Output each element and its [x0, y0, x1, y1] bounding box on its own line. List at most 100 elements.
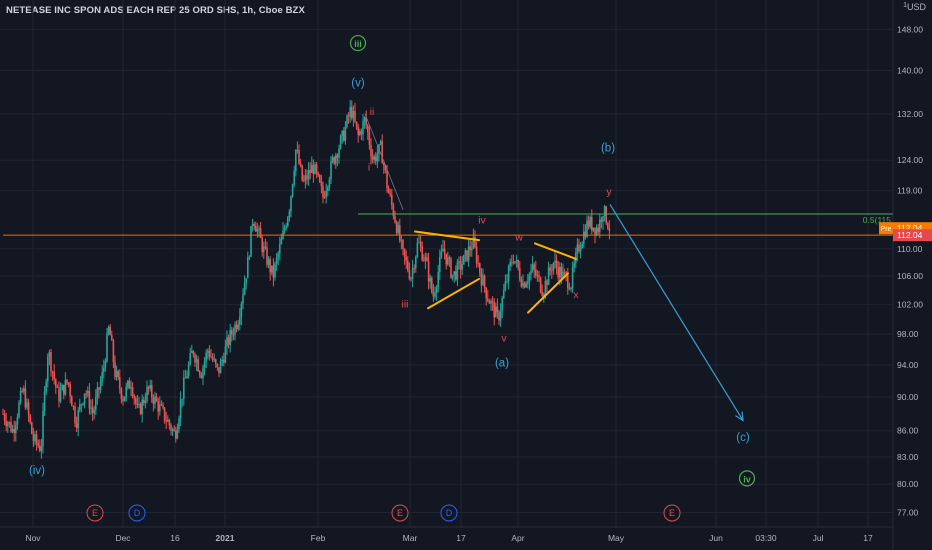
candle-body — [602, 216, 604, 222]
y-tick-label: 132.00 — [897, 109, 923, 119]
candle-body — [311, 165, 313, 173]
candle-body — [429, 277, 431, 282]
candle-body — [303, 180, 305, 182]
candle-body — [218, 367, 220, 374]
candle-body — [147, 386, 150, 389]
candle-body — [533, 264, 535, 270]
candle-body — [304, 175, 307, 181]
candle-body — [32, 433, 35, 442]
candle-body — [7, 423, 9, 427]
candle-body — [573, 263, 575, 268]
candle-body — [472, 236, 475, 249]
candle-body — [354, 111, 356, 122]
candle-body — [67, 382, 70, 385]
candle-body — [306, 175, 308, 180]
candle-body — [285, 226, 287, 229]
candle-body — [13, 429, 15, 433]
wave-label: (a) — [495, 358, 509, 370]
x-tick-label: Dec — [115, 533, 131, 543]
candle-body — [589, 217, 591, 227]
candle-body — [187, 364, 190, 376]
candle-body — [410, 278, 412, 280]
candle-body — [226, 337, 228, 347]
projection-arrow-line — [609, 204, 744, 421]
candle-body — [509, 262, 511, 267]
x-tick-label: Apr — [511, 533, 524, 543]
candle-body — [80, 404, 83, 406]
candle-body — [322, 186, 324, 198]
candle-body — [96, 387, 99, 398]
candle-body — [135, 398, 137, 404]
candle-body — [538, 275, 540, 278]
candle-body — [355, 121, 358, 127]
event-marker — [128, 504, 146, 522]
candle-body — [539, 277, 542, 293]
candle-body — [162, 405, 164, 408]
candle-body — [487, 298, 489, 301]
candle-body — [341, 130, 343, 137]
candle-body — [434, 293, 436, 297]
candle-body — [197, 359, 199, 372]
y-tick-label: 106.00 — [897, 271, 923, 281]
candle-body — [122, 398, 124, 402]
candle-body — [413, 267, 415, 269]
candle-body — [3, 413, 6, 421]
candle-body — [464, 250, 467, 256]
wave-label: (iv) — [29, 465, 45, 477]
candle-body — [98, 387, 100, 390]
candle-body — [195, 359, 198, 363]
candle-body — [24, 388, 27, 408]
candle-body — [290, 196, 292, 212]
candle-body — [331, 157, 334, 161]
candle-body — [27, 402, 30, 416]
wave-label: (b) — [601, 142, 615, 154]
event-label: E — [92, 508, 98, 518]
candle-body — [280, 238, 283, 245]
candle-body — [176, 429, 179, 439]
candle-body — [555, 260, 558, 268]
candle-body — [567, 274, 569, 289]
candle-body — [407, 260, 409, 271]
candle-body — [367, 125, 369, 133]
candle-body — [587, 220, 590, 227]
trend-line-0 — [414, 230, 480, 242]
candle-body — [101, 371, 103, 382]
trend-line-4 — [364, 113, 404, 210]
x-tick-label: 17 — [863, 533, 873, 543]
candle-body — [248, 256, 251, 258]
candle-body — [288, 211, 291, 218]
candle-body — [258, 228, 260, 230]
candle-body — [243, 282, 246, 295]
candle-body — [330, 160, 332, 180]
candle-body — [512, 262, 515, 264]
candle-body — [79, 404, 81, 411]
candle-body — [23, 388, 25, 392]
candle-body — [253, 223, 255, 226]
candle-body — [85, 393, 87, 395]
candle-body — [47, 356, 49, 382]
candle-body — [483, 275, 486, 288]
candle-body — [453, 271, 455, 275]
candle-body — [275, 257, 278, 264]
candle-body — [389, 193, 391, 195]
candle-body — [450, 258, 452, 278]
candle-body — [418, 242, 420, 244]
candle-body — [301, 165, 303, 181]
candle-body — [263, 246, 265, 253]
candle-body — [90, 407, 92, 409]
x-tick-label: 2021 — [216, 533, 235, 543]
event-label: E — [669, 508, 675, 518]
candle-body — [547, 267, 550, 285]
x-tick-label: 17 — [456, 533, 466, 543]
y-axis: 148.00 140.00 132.00 124.00 119.00 110.00 106.… — [879, 0, 932, 550]
candle-body — [314, 164, 316, 174]
candle-body — [392, 204, 395, 217]
candle-body — [58, 387, 60, 402]
candle-body — [373, 156, 375, 160]
candle-body — [136, 403, 139, 405]
grid-lines — [0, 0, 893, 527]
candle-body — [591, 217, 593, 231]
candle-body — [274, 263, 276, 278]
candle-body — [557, 267, 559, 278]
